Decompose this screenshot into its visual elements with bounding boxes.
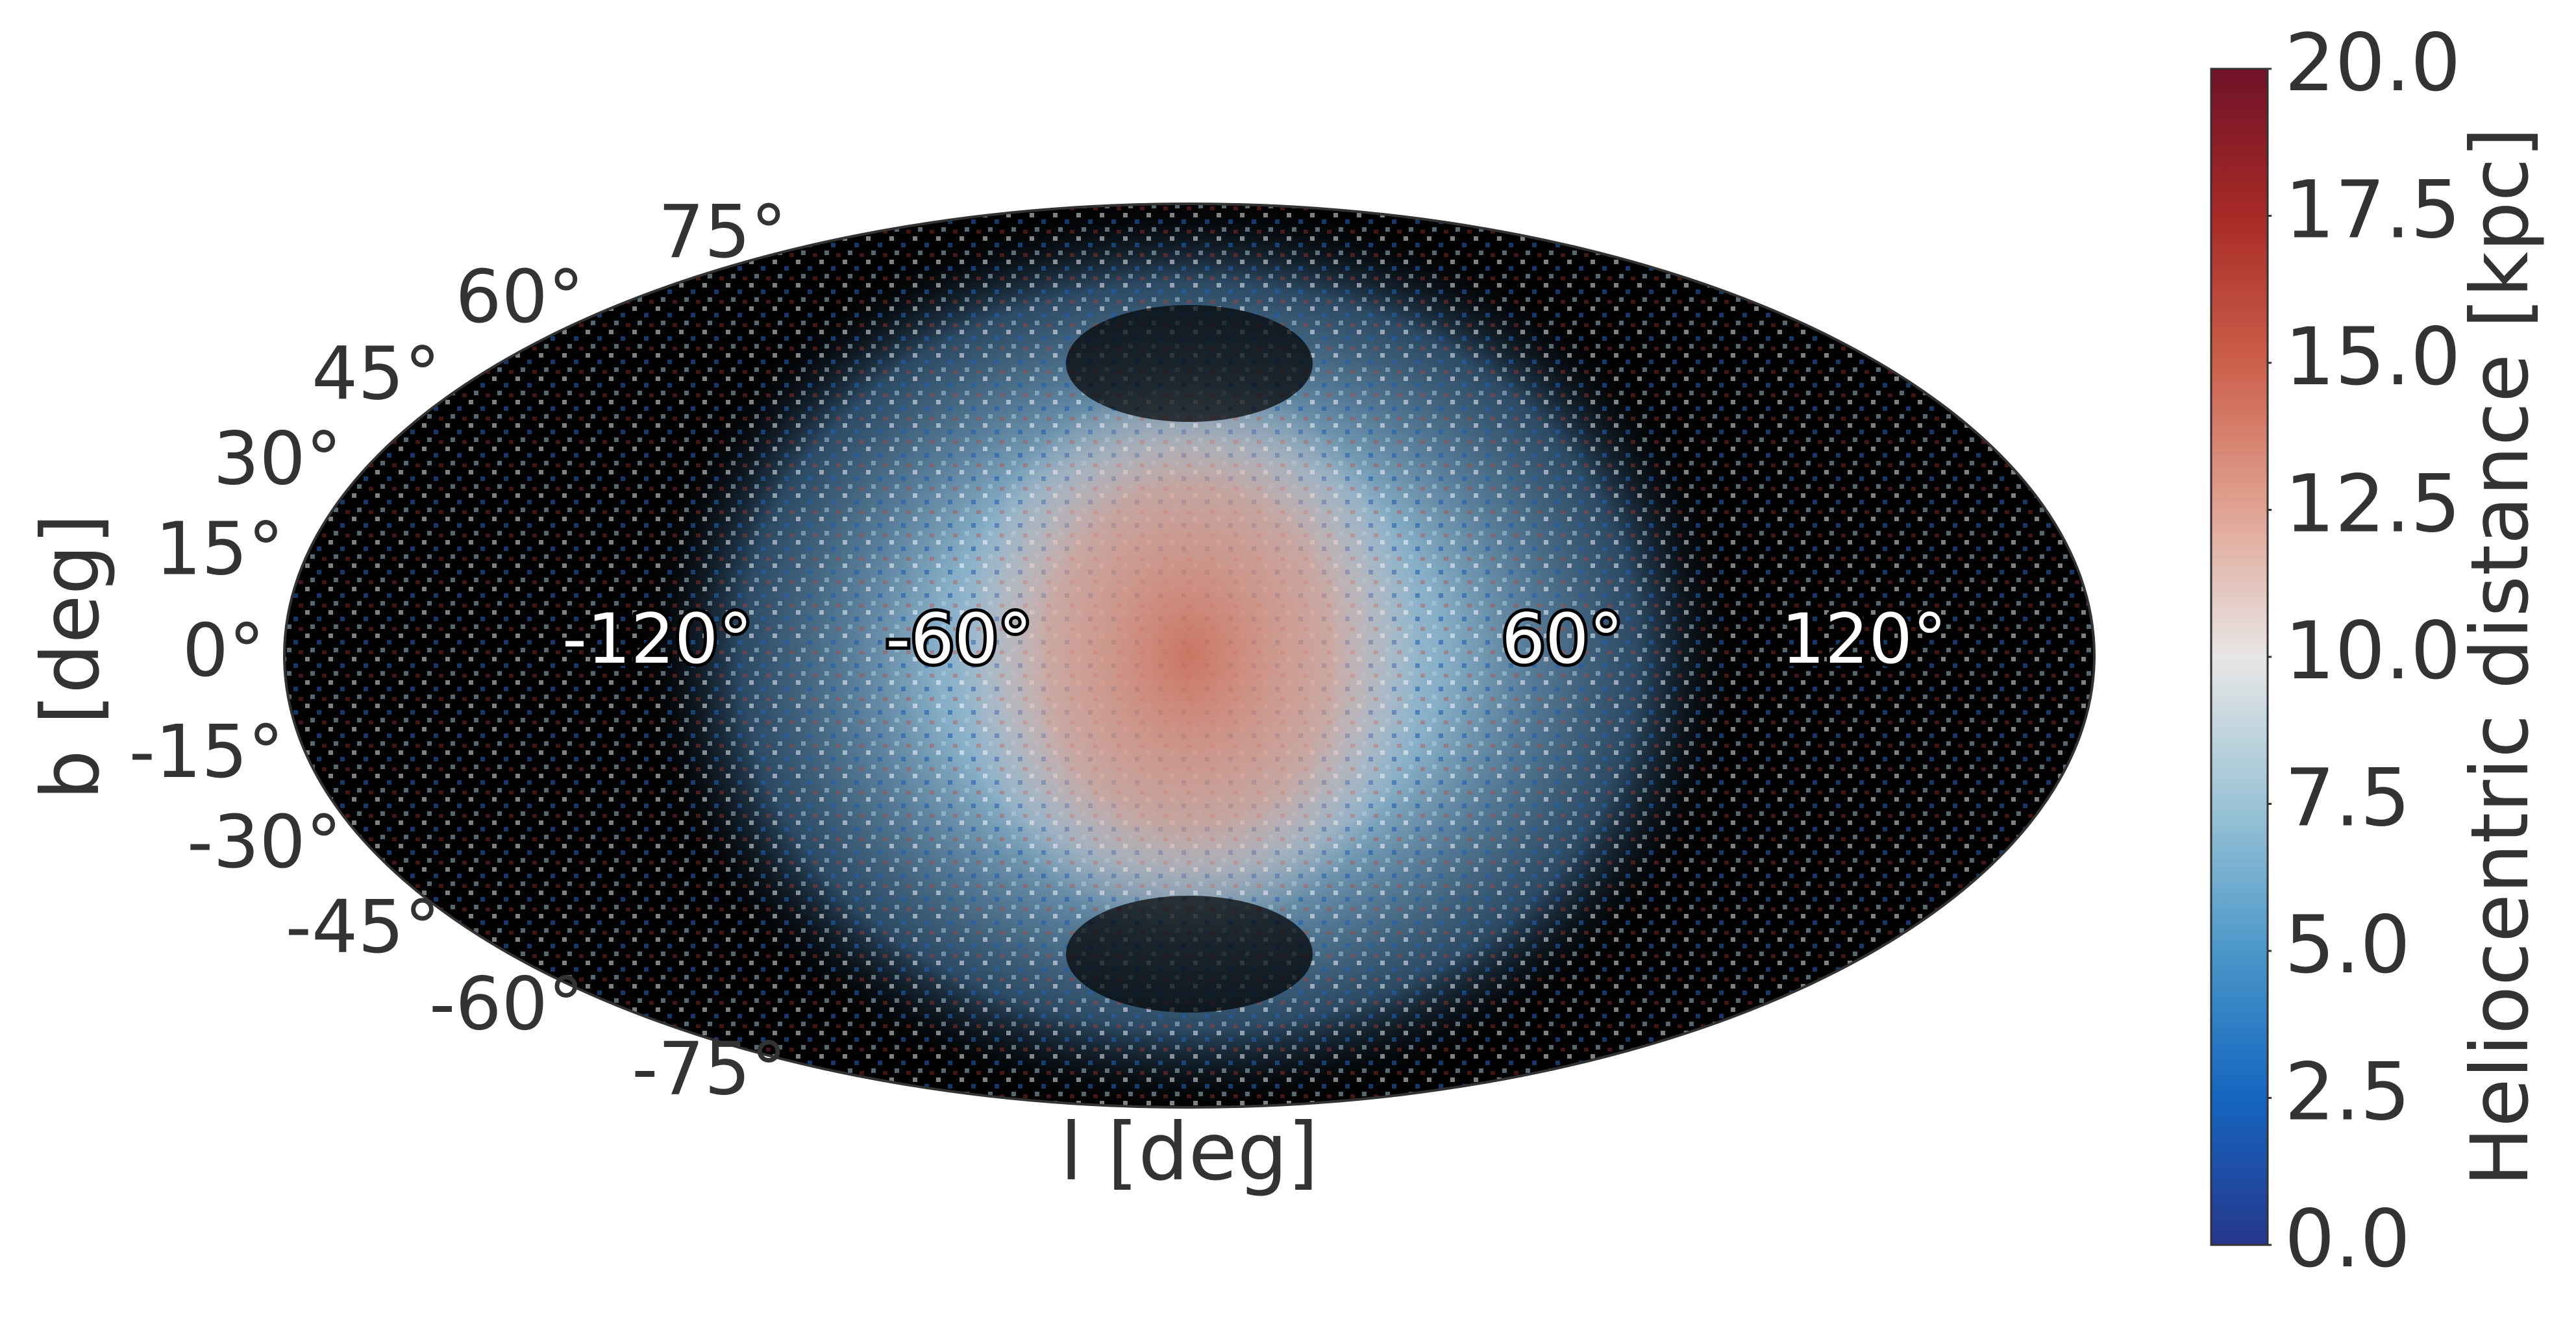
y-axis-label: b [deg] <box>25 513 117 800</box>
sky-frame <box>283 203 2096 1109</box>
colorbar-tick-label: 12.5 <box>2285 458 2461 550</box>
sky-map <box>284 204 2094 1107</box>
x-tick-label: 60° <box>1502 599 1624 679</box>
colorbar-tick-label: 2.5 <box>2285 1046 2410 1138</box>
y-tick-label: -15° <box>129 710 284 794</box>
colorbar-tick-label: 15.0 <box>2285 311 2461 403</box>
colorbar-tick-label: 5.0 <box>2285 899 2410 991</box>
y-tick-label: 15° <box>155 507 284 591</box>
y-tick-label: 75° <box>658 190 787 275</box>
x-tick-label: 120° <box>1781 599 1947 679</box>
colorbar <box>2210 68 2269 1246</box>
y-tick-label: 0° <box>182 609 265 693</box>
y-tick-label: -30° <box>187 800 342 885</box>
colorbar-label: Heliocentric distance [kpc] <box>2454 127 2546 1187</box>
y-tick-label: 45° <box>312 332 441 417</box>
x-tick-label: -60° <box>886 599 1032 679</box>
colorbar-tick-label: 7.5 <box>2285 752 2410 844</box>
y-tick-label: 30° <box>213 417 342 502</box>
colorbar-tick-label: 10.0 <box>2285 605 2461 697</box>
colorbar-tick-label: 0.0 <box>2285 1193 2410 1285</box>
bulge-density <box>956 376 1423 935</box>
x-tick-label: -120° <box>562 599 753 679</box>
south-void <box>1066 896 1313 1013</box>
y-tick-label: -60° <box>429 962 584 1046</box>
y-tick-label: 60° <box>455 255 584 339</box>
y-tick-label: -75° <box>632 1027 787 1111</box>
y-tick-label: -45° <box>286 885 441 970</box>
x-axis-label: l [deg] <box>1060 1106 1319 1198</box>
colorbar-tick-label: 17.5 <box>2285 164 2461 256</box>
north-void <box>1066 305 1313 422</box>
colorbar-tick-label: 20.0 <box>2285 17 2461 109</box>
